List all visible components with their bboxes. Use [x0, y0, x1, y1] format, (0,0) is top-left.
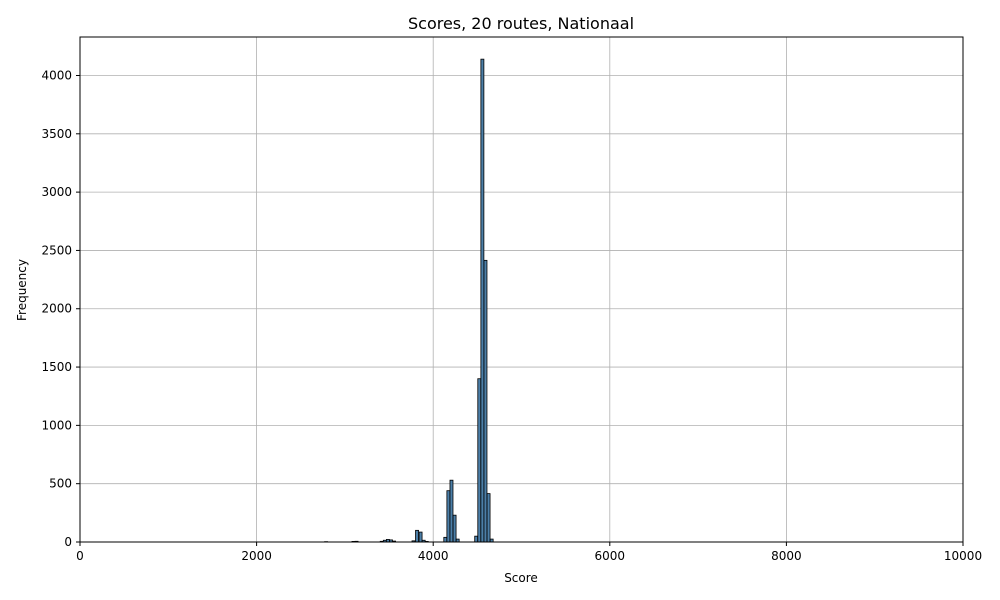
- histogram-bar: [418, 531, 423, 543]
- y-tick-label: 0: [64, 535, 72, 549]
- y-tick-label: 2500: [41, 243, 72, 257]
- x-tick-label: 8000: [771, 549, 802, 563]
- histogram-bar: [474, 535, 479, 543]
- histogram-bar: [486, 493, 491, 543]
- y-tick-label: 3500: [41, 127, 72, 141]
- histogram-bar: [449, 479, 454, 543]
- histogram-bar: [415, 529, 419, 543]
- y-tick-label: 1500: [41, 360, 72, 374]
- histogram-bar: [483, 259, 488, 543]
- y-tick-label: 500: [49, 477, 72, 491]
- bars: [324, 58, 494, 543]
- x-tick-label: 6000: [595, 549, 626, 563]
- histogram-bar: [480, 58, 485, 543]
- x-tick-label: 10000: [944, 549, 982, 563]
- y-tick-label: 1000: [41, 418, 72, 432]
- y-tick-label: 3000: [41, 185, 72, 199]
- chart-title: Scores, 20 routes, Nationaal: [408, 14, 634, 33]
- plot-frame: [79, 36, 964, 543]
- x-tick-label: 2000: [241, 549, 272, 563]
- x-axis-title: Score: [504, 571, 538, 585]
- y-axis-title: Frequency: [15, 259, 29, 321]
- y-tick-label: 4000: [41, 68, 72, 82]
- x-tick-label: 4000: [418, 549, 449, 563]
- y-axis-ticks: 0 500 1000 1500 2000 2500 3000 3500 4000: [41, 68, 80, 549]
- histogram-bar: [446, 490, 451, 543]
- histogram-bar: [452, 514, 457, 543]
- x-tick-label: 0: [76, 549, 84, 563]
- histogram-bar: [443, 536, 448, 543]
- y-tick-label: 2000: [41, 302, 72, 316]
- histogram-bar: [477, 378, 482, 543]
- x-axis-ticks: 0 2000 4000 6000 8000 10000: [76, 542, 982, 563]
